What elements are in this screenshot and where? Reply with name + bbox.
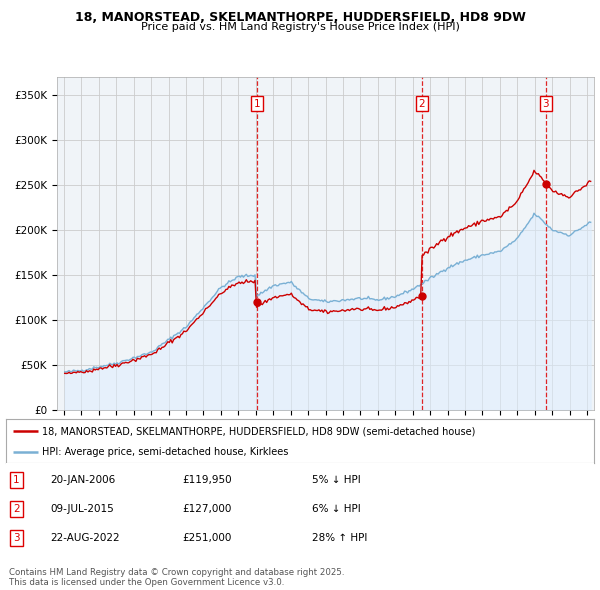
Text: 3: 3 [13,533,20,543]
Text: £251,000: £251,000 [182,533,232,543]
Text: 2: 2 [13,504,20,514]
Text: 28% ↑ HPI: 28% ↑ HPI [312,533,367,543]
Text: 5% ↓ HPI: 5% ↓ HPI [312,474,361,484]
Text: 1: 1 [13,474,20,484]
Text: £119,950: £119,950 [182,474,232,484]
Text: 18, MANORSTEAD, SKELMANTHORPE, HUDDERSFIELD, HD8 9DW: 18, MANORSTEAD, SKELMANTHORPE, HUDDERSFI… [74,11,526,24]
Text: HPI: Average price, semi-detached house, Kirklees: HPI: Average price, semi-detached house,… [43,447,289,457]
Text: 2: 2 [418,99,425,109]
Text: 09-JUL-2015: 09-JUL-2015 [50,504,114,514]
Text: £127,000: £127,000 [182,504,232,514]
Text: 22-AUG-2022: 22-AUG-2022 [50,533,120,543]
Text: 6% ↓ HPI: 6% ↓ HPI [312,504,361,514]
Text: 18, MANORSTEAD, SKELMANTHORPE, HUDDERSFIELD, HD8 9DW (semi-detached house): 18, MANORSTEAD, SKELMANTHORPE, HUDDERSFI… [43,427,476,436]
Text: 3: 3 [542,99,549,109]
Text: Price paid vs. HM Land Registry's House Price Index (HPI): Price paid vs. HM Land Registry's House … [140,22,460,32]
Text: Contains HM Land Registry data © Crown copyright and database right 2025.
This d: Contains HM Land Registry data © Crown c… [9,568,344,587]
Text: 20-JAN-2006: 20-JAN-2006 [50,474,115,484]
Text: 1: 1 [253,99,260,109]
